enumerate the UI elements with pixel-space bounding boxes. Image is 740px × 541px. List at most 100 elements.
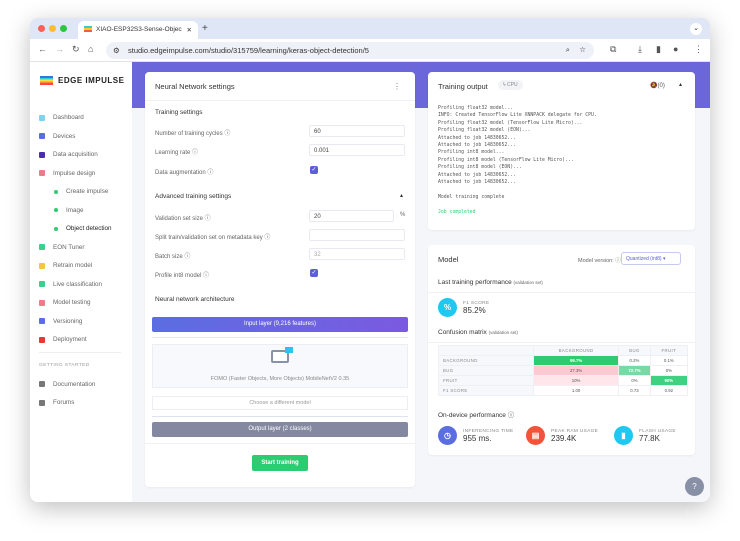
matrix-cell: 0.92	[649, 385, 689, 396]
sidebar-item-versioning[interactable]: Versioning	[39, 318, 82, 325]
matrix-cell: 99.7%	[532, 355, 620, 366]
sidebar-item-label: Live classification	[53, 280, 102, 288]
sidebar-item-deployment[interactable]: Deployment	[39, 336, 87, 343]
home-icon[interactable]: ⌂	[88, 44, 94, 54]
close-tab-icon[interactable]: ✕	[186, 27, 192, 34]
split-metadata-label: Split train/validation set on metadata k…	[155, 235, 271, 241]
column-header: BUG	[618, 345, 651, 356]
bookmark-star-icon[interactable]: ☆	[579, 45, 586, 54]
collapse-caret-icon[interactable]: ▴	[399, 193, 403, 199]
minimize-window-button[interactable]	[49, 25, 56, 32]
sidebar-icon	[39, 151, 45, 158]
forward-arrow-icon[interactable]: →	[55, 44, 64, 54]
batch-size-input[interactable]: 32	[309, 248, 405, 260]
stat-value: 955 ms.	[463, 433, 492, 443]
stat-value: 239.4K	[551, 433, 577, 443]
profile-int8-checkbox[interactable]: ✓	[310, 269, 318, 277]
notification-count: (0)	[657, 83, 665, 89]
sidebar-item-label: Object detection	[66, 225, 112, 232]
profile-int8-label: Profile int8 model ⓘ	[155, 273, 210, 279]
column-header: BACKGROUND	[532, 345, 620, 356]
matrix-cell: 0%	[649, 365, 689, 376]
notifications-toggle[interactable]: 🔕(0)	[650, 82, 665, 89]
model-card: Model Model version: ⓘ Quantized (int8) …	[428, 245, 695, 455]
model-version-select[interactable]: Quantized (int8) ▾	[621, 252, 681, 265]
sidebar-icon	[39, 133, 45, 139]
sidebar-item-forums[interactable]: Forums	[39, 399, 74, 406]
inferencing-time-stat: ◷ INFERENCING TIME 955 ms.	[438, 426, 514, 445]
sidebar-item-dashboard[interactable]: Dashboard	[39, 114, 84, 121]
sidebar-item-model-testing[interactable]: Model testing	[39, 299, 90, 306]
card-title: Neural Network settings	[155, 82, 235, 91]
stat-value: 77.8K	[639, 433, 660, 443]
logo: EDGE IMPULSE	[40, 76, 124, 85]
reload-icon[interactable]: ↻	[72, 44, 80, 54]
zoom-icon[interactable]: ⌕	[565, 45, 570, 54]
tab-bar: XIAO-ESP32S3-Sense-Objec ✕ + ⌄	[30, 18, 710, 39]
sidebar-icon	[39, 244, 45, 250]
sidebar-item-devices[interactable]: Devices	[39, 133, 75, 140]
divider	[428, 292, 695, 293]
sidebar-item-label: Create impulse	[66, 188, 109, 195]
sidebar-item-impulse-design[interactable]: Impulse design	[39, 170, 95, 177]
new-tab-button[interactable]: +	[202, 23, 208, 34]
training-settings-heading: Training settings	[155, 109, 203, 116]
validation-size-input[interactable]: 20	[309, 210, 394, 222]
percent-unit: %	[400, 212, 406, 218]
sidebar-item-label: Deployment	[53, 336, 87, 343]
divider	[428, 342, 695, 343]
heading-text: Last training performance	[438, 279, 512, 286]
sidebar-item-live-classification[interactable]: Live classification	[39, 281, 102, 288]
sidebar-item-data-acquisition[interactable]: Data acquisition	[39, 151, 98, 158]
maximize-window-button[interactable]	[60, 25, 67, 32]
download-icon[interactable]: ⤓	[638, 44, 642, 54]
data-augmentation-checkbox[interactable]: ✓	[310, 166, 318, 174]
back-arrow-icon[interactable]: ←	[38, 44, 47, 54]
close-window-button[interactable]	[38, 25, 45, 32]
browser-menu-icon[interactable]: ⋮	[694, 44, 703, 54]
more-options-icon[interactable]: ⋮	[393, 82, 401, 91]
training-cycles-label: Number of training cycles ⓘ	[155, 131, 231, 137]
sidebar-icon	[39, 336, 45, 343]
sidebar-item-image[interactable]: Image	[54, 207, 84, 214]
cpu-badge-text: CPU	[507, 82, 518, 88]
browser-window: XIAO-ESP32S3-Sense-Objec ✕ + ⌄ ← → ↻ ⌂ ⚙ s…	[30, 18, 710, 502]
split-metadata-input[interactable]	[309, 229, 405, 241]
matrix-row: BUG 27.3% 72.7% 0%	[438, 365, 689, 376]
url-bar[interactable]: ⚙ studio.edgeimpulse.com/studio/315759/le…	[106, 42, 594, 59]
sidebar: EDGE IMPULSE Dashboard Devices Data acquis…	[30, 62, 132, 502]
job-completed-text: Job completed	[438, 210, 476, 215]
divider	[145, 443, 415, 444]
start-training-button[interactable]: Start training	[252, 455, 308, 471]
extensions-icon[interactable]: ⧉	[610, 44, 617, 54]
column-header: FRUIT	[649, 345, 689, 356]
data-augmentation-label: Data augmentation ⓘ	[155, 170, 214, 176]
sidebar-item-label: Model testing	[53, 299, 91, 306]
tab-search-chevron-icon[interactable]: ⌄	[690, 23, 702, 35]
sidebar-item-eon-tuner[interactable]: EON Tuner	[39, 244, 85, 251]
collapse-caret-icon[interactable]: ▴	[679, 82, 683, 88]
matrix-row: F1 SCORE 1.00 0.73 0.92	[438, 385, 689, 396]
sidebar-item-create-impulse[interactable]: Create impulse	[54, 188, 108, 195]
training-cycles-input[interactable]: 60	[309, 125, 405, 137]
browser-tab[interactable]: XIAO-ESP32S3-Sense-Objec ✕	[78, 21, 198, 39]
tab-title: XIAO-ESP32S3-Sense-Objec	[96, 26, 182, 33]
row-header: BACKGROUND	[438, 355, 534, 366]
site-info-icon[interactable]: ⚙	[113, 46, 120, 55]
confusion-matrix-heading: Confusion matrix (validation set)	[438, 329, 518, 336]
choose-model-button[interactable]: Choose a different model	[152, 396, 408, 410]
edge-impulse-logo-icon	[40, 76, 53, 85]
training-log: Profiling float32 model... INFO: Created…	[438, 106, 597, 200]
sidebar-icon	[39, 318, 45, 324]
help-button[interactable]: ?	[685, 477, 704, 496]
sidebar-item-object-detection[interactable]: Object detection	[54, 225, 112, 232]
sidebar-item-documentation[interactable]: Documentation	[39, 381, 95, 388]
profile-avatar[interactable]: ●	[673, 44, 679, 54]
divider	[39, 351, 121, 353]
sidebar-item-retrain-model[interactable]: Retrain model	[39, 262, 92, 269]
learning-rate-input[interactable]: 0.001	[309, 144, 405, 156]
neural-network-settings-card: Neural Network settings ⋮ Training setti…	[145, 72, 415, 487]
sidebar-icon[interactable]: ▮	[656, 44, 661, 54]
sidebar-icon	[39, 281, 45, 287]
model-version-label: Model version: ⓘ	[578, 258, 621, 264]
